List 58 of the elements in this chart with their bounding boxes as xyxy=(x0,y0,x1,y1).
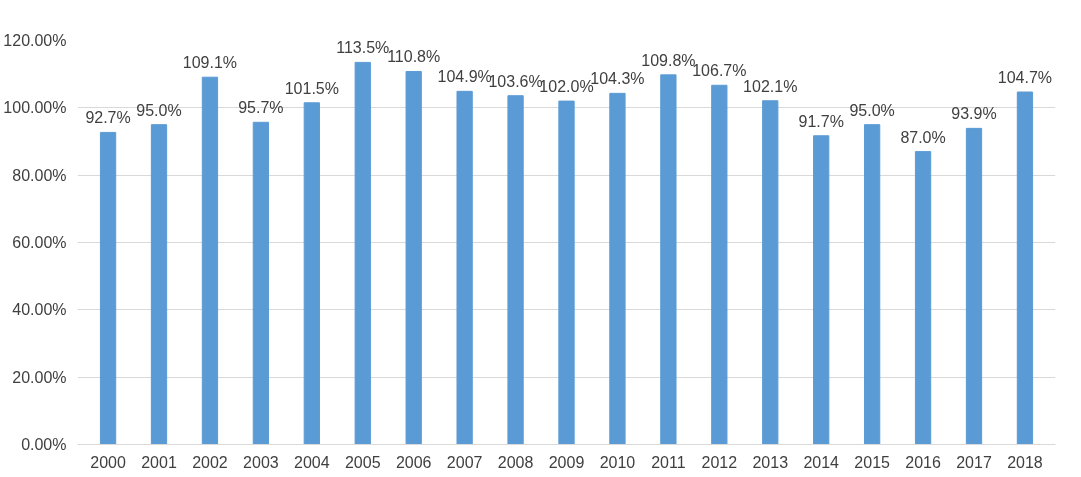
bar xyxy=(354,61,371,445)
x-tick-label: 2014 xyxy=(803,453,840,471)
data-label: 113.5% xyxy=(336,39,390,57)
bar xyxy=(405,70,422,445)
bar xyxy=(660,74,677,445)
x-tick-label: 2009 xyxy=(548,453,585,471)
bar xyxy=(914,151,932,445)
bar xyxy=(150,124,168,445)
data-label: 109.1% xyxy=(182,54,238,72)
bar xyxy=(813,135,830,445)
bar xyxy=(99,131,117,445)
x-tick-label: 2004 xyxy=(294,453,330,471)
bar xyxy=(863,124,881,445)
bar xyxy=(507,95,524,445)
y-tick-label: 120.00% xyxy=(3,32,67,49)
data-label: 102.1% xyxy=(743,77,798,95)
bar xyxy=(609,92,626,445)
bar xyxy=(456,90,473,445)
x-tick-label: 2010 xyxy=(599,453,636,471)
data-label: 93.9% xyxy=(951,105,997,123)
x-tick-label: 2018 xyxy=(1007,453,1043,471)
bar xyxy=(303,102,320,445)
data-label: 92.7% xyxy=(85,109,131,127)
x-tick-label: 2000 xyxy=(90,453,126,471)
x-tick-label: 2012 xyxy=(701,453,738,471)
y-tick-label: 0.00% xyxy=(21,436,67,453)
bar xyxy=(201,76,219,445)
x-tick-label: 2016 xyxy=(905,453,941,471)
x-tick-label: 2008 xyxy=(497,453,534,471)
x-tick-label: 2017 xyxy=(956,453,992,471)
data-label: 95.7% xyxy=(238,99,284,117)
x-tick-label: 2001 xyxy=(141,453,177,471)
y-tick-label: 100.00% xyxy=(3,99,67,117)
bar xyxy=(762,100,779,445)
y-tick-label: 40.00% xyxy=(12,301,67,319)
x-tick-label: 2013 xyxy=(752,453,789,471)
bar xyxy=(558,100,575,445)
data-label: 101.5% xyxy=(284,79,339,97)
x-tick-label: 2015 xyxy=(854,453,891,471)
data-label: 104.7% xyxy=(997,69,1053,87)
x-tick-label: 2006 xyxy=(395,453,432,471)
x-tick-label: 2002 xyxy=(192,453,228,471)
data-label: 95.0% xyxy=(849,101,895,119)
data-label: 95.0% xyxy=(136,101,182,119)
y-tick-label: 20.00% xyxy=(12,368,67,386)
data-label: 103.6% xyxy=(488,72,543,90)
data-label: 91.7% xyxy=(798,112,844,130)
y-tick-label: 60.00% xyxy=(12,234,67,251)
bar xyxy=(711,84,728,445)
data-label: 87.0% xyxy=(900,128,946,146)
bar xyxy=(252,121,270,445)
x-tick-label: 2005 xyxy=(344,453,381,471)
y-tick-label: 80.00% xyxy=(12,166,67,184)
x-tick-label: 2011 xyxy=(651,453,686,471)
bar xyxy=(965,127,983,445)
x-tick-label: 2003 xyxy=(243,453,279,471)
bar xyxy=(1016,91,1034,445)
x-tick-label: 2007 xyxy=(446,453,483,471)
